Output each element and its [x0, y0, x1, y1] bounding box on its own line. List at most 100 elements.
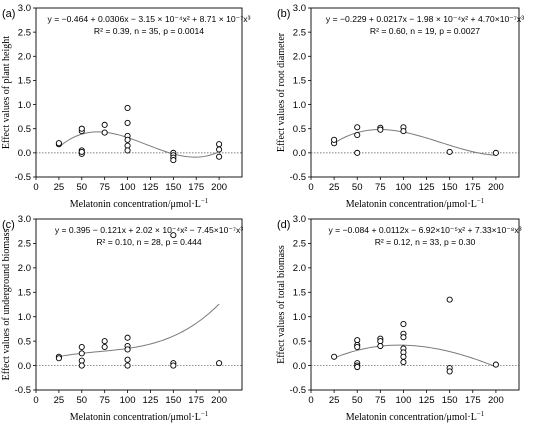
plot-frame	[310, 218, 520, 391]
x-tick-label: 25	[329, 395, 340, 406]
x-tick-label: 200	[488, 182, 504, 193]
x-tick-label: 150	[165, 395, 181, 406]
plot-frame	[35, 7, 243, 178]
y-tick-label: 3.0	[18, 3, 31, 14]
plot-frame	[35, 218, 243, 391]
data-point	[55, 355, 62, 362]
data-point	[400, 359, 407, 366]
y-tick-label: -0.5	[15, 385, 31, 396]
x-tick-label: 50	[352, 395, 363, 406]
y-tick-label: -0.5	[290, 385, 306, 396]
data-point	[124, 334, 131, 341]
chart-panel-3: -0.5 0.0 0.5 1.0 1.5 2.0 2.5 3.0 0 25 50 75 100 125 15…	[1, 214, 243, 423]
data-point	[446, 368, 453, 375]
x-axis-label: Melatonin concentration/μmol·L−1	[346, 410, 485, 423]
x-tick-label: 100	[120, 182, 136, 193]
data-point	[101, 121, 108, 128]
regression-stats: R² = 0.12, n = 33, p = 0.30	[375, 237, 476, 247]
data-point	[170, 157, 177, 164]
y-tick-label: 2.0	[293, 51, 306, 62]
data-point	[170, 232, 177, 239]
data-point	[354, 337, 361, 344]
y-axis-label: Effect values of plant height	[1, 36, 12, 149]
y-tick-label: 1.5	[293, 76, 306, 87]
panel-label: (c)	[2, 219, 15, 231]
regression-stats: R² = 0.10, n = 28, p = 0.444	[96, 237, 202, 247]
regression-equation: y = 0.395 − 0.121x + 2.02 × 10⁻⁴x² − 7.4…	[55, 225, 243, 235]
y-tick-label: 2.5	[18, 27, 31, 38]
y-tick-label: 2.0	[18, 263, 31, 274]
y-tick-label: 0.5	[293, 124, 306, 135]
y-tick-label: 0.0	[18, 148, 31, 159]
data-point	[446, 296, 453, 303]
data-point	[101, 129, 108, 136]
data-point	[124, 104, 131, 112]
data-point	[124, 147, 131, 154]
y-tick-label: 3.0	[18, 214, 31, 225]
y-tick-label: 0.5	[18, 336, 31, 347]
data-point	[354, 149, 361, 156]
y-tick-label: 1.0	[18, 100, 31, 111]
data-point	[216, 360, 223, 367]
x-tick-label: 50	[76, 182, 87, 193]
regression-equation: y = −0.229 + 0.0217x − 1.98 × 10⁻⁴x² + 4…	[326, 14, 524, 24]
x-tick-label: 175	[188, 395, 204, 406]
data-point	[400, 353, 407, 360]
data-point	[124, 346, 131, 353]
data-point	[331, 136, 338, 143]
data-point	[78, 357, 85, 364]
x-tick-label: 175	[465, 395, 481, 406]
panel-label: (b)	[277, 8, 290, 20]
y-axis-label: Effect values of root diameter	[276, 32, 287, 152]
y-tick-label: 1.0	[18, 312, 31, 323]
x-tick-label: 25	[54, 395, 65, 406]
data-point	[446, 148, 453, 155]
x-tick-label: 125	[419, 395, 435, 406]
data-point	[55, 140, 62, 147]
data-point	[124, 119, 131, 126]
data-point	[400, 320, 407, 328]
y-tick-label: 2.0	[293, 263, 306, 274]
data-point	[331, 353, 338, 360]
x-tick-label: 150	[442, 395, 458, 406]
y-tick-label: -0.5	[15, 172, 31, 183]
y-axis-label: Effect values of total biomass	[276, 245, 287, 364]
fitted-curve	[333, 129, 496, 156]
y-tick-label: -0.5	[290, 172, 306, 183]
chart-panel-2: -0.5 0.0 0.5 1.0 1.5 2.0 2.5 3.0 0 25 50 75 100 125 15…	[276, 3, 524, 210]
x-tick-label: 175	[465, 182, 481, 193]
x-tick-label: 75	[375, 182, 386, 193]
fitted-curve	[333, 344, 497, 368]
panel-label: (d)	[277, 219, 290, 231]
y-tick-label: 0.0	[293, 148, 306, 159]
x-tick-label: 150	[442, 182, 458, 193]
x-tick-label: 50	[352, 182, 363, 193]
x-tick-label: 175	[188, 182, 204, 193]
data-point	[124, 362, 131, 369]
x-tick-label: 25	[54, 182, 65, 193]
data-point	[78, 343, 85, 351]
y-tick-label: 0.0	[293, 361, 306, 372]
data-point	[124, 356, 131, 363]
chart-panel-4: -0.5 0.0 0.5 1.0 1.5 2.0 2.5 3.0 0 25 50 75 100 125 15…	[276, 214, 522, 423]
x-tick-label: 0	[33, 395, 38, 406]
data-point	[492, 361, 499, 368]
regression-equation: y = −0.464 + 0.0306x − 3.15 × 10⁻⁴x² + 8…	[48, 14, 251, 24]
y-tick-label: 1.5	[293, 287, 306, 298]
data-point	[216, 153, 223, 160]
data-point	[492, 149, 499, 156]
data-point	[124, 136, 131, 143]
data-point	[78, 362, 85, 369]
y-tick-label: 3.0	[293, 214, 306, 225]
y-tick-label: 2.5	[18, 239, 31, 250]
y-tick-label: 1.5	[18, 76, 31, 87]
y-tick-label: 2.5	[293, 27, 306, 38]
x-tick-label: 0	[308, 182, 313, 193]
y-tick-label: 3.0	[293, 3, 306, 14]
x-tick-label: 125	[143, 182, 159, 193]
regression-stats: R² = 0.60, n = 19, p = 0.0027	[370, 26, 480, 36]
y-tick-label: 0.5	[18, 124, 31, 135]
y-tick-label: 0.0	[18, 361, 31, 372]
x-axis-label: Melatonin concentration/μmol·L−1	[70, 410, 209, 423]
